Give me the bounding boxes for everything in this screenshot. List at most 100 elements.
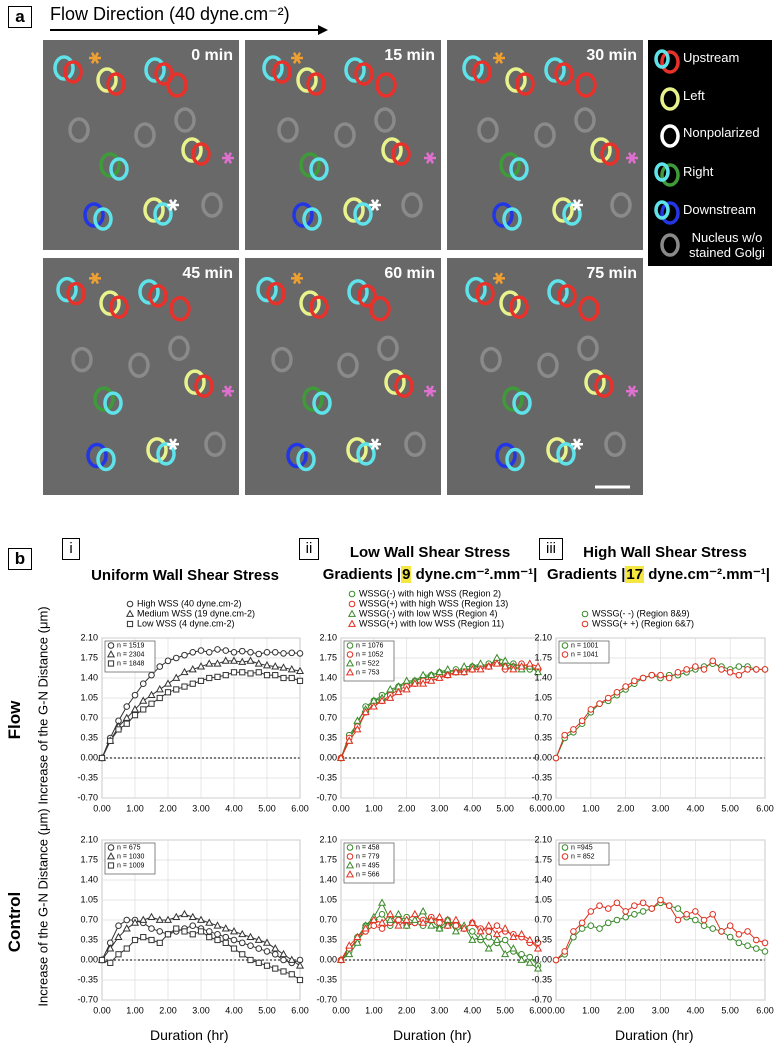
data-point bbox=[419, 918, 428, 926]
x-tick-label: 1.00 bbox=[582, 803, 600, 813]
cell-outline bbox=[181, 137, 203, 163]
column-numeral: i bbox=[62, 538, 80, 560]
cell-outline bbox=[302, 207, 322, 231]
inset-legend-box bbox=[558, 640, 610, 664]
cell-outline bbox=[266, 281, 286, 306]
data-point bbox=[271, 648, 279, 656]
y-axis-label: Increase of the G-N Distance (μm) bbox=[35, 606, 51, 805]
data-point bbox=[271, 944, 280, 952]
data-point bbox=[451, 915, 460, 923]
y-tick-label: -0.35 bbox=[316, 772, 337, 782]
frame-time: 30 min bbox=[586, 47, 637, 64]
asterisk bbox=[90, 52, 100, 64]
data-point bbox=[205, 659, 214, 667]
legend-icon bbox=[660, 163, 680, 187]
x-axis-label: Duration (hr) bbox=[150, 1027, 229, 1043]
x-tick-label: 6.00 bbox=[529, 803, 547, 813]
x-tick-label: 1.00 bbox=[126, 803, 144, 813]
row-label: Control bbox=[5, 891, 24, 953]
cell-outline bbox=[509, 295, 529, 319]
data-point bbox=[761, 939, 769, 947]
data-point bbox=[726, 922, 734, 930]
data-point bbox=[130, 704, 140, 713]
data-point bbox=[674, 668, 682, 676]
column-subtitle: Gradients |9 dyne.cm⁻².mm⁻¹| bbox=[305, 564, 555, 586]
cell-outline bbox=[546, 437, 568, 463]
data-point bbox=[147, 690, 156, 699]
cell-outline bbox=[272, 60, 292, 84]
y-tick-label: 0.35 bbox=[80, 934, 98, 944]
legend-icon bbox=[660, 124, 680, 148]
cell-outline bbox=[204, 431, 226, 457]
legend-icon bbox=[660, 233, 680, 257]
data-point bbox=[665, 674, 673, 682]
data-point bbox=[492, 929, 502, 938]
data-point bbox=[189, 648, 197, 656]
data-point bbox=[525, 935, 534, 943]
data-point bbox=[386, 909, 395, 918]
data-point bbox=[229, 926, 239, 935]
y-tick-label: 1.40 bbox=[534, 874, 552, 884]
cell-outline bbox=[472, 60, 492, 84]
data-point bbox=[163, 915, 173, 923]
data-point bbox=[238, 929, 247, 938]
data-point bbox=[295, 961, 305, 969]
cell-outline bbox=[502, 386, 524, 412]
legend-label: Downstream bbox=[683, 202, 756, 217]
data-point bbox=[131, 691, 139, 699]
cell-outline bbox=[286, 442, 308, 469]
y-tick-label: -0.35 bbox=[316, 974, 337, 984]
cell-outline bbox=[56, 276, 78, 303]
data-point bbox=[622, 683, 629, 690]
inset-legend-label: n = 1076 bbox=[356, 642, 384, 649]
data-point bbox=[280, 968, 287, 975]
cell-outline bbox=[346, 437, 368, 463]
chart: -0.70 -0.35 0.00 0.35 0.70 1.05 1.40 1.75 2.10 0.… bbox=[531, 608, 773, 813]
inset-legend-label: n = 1009 bbox=[117, 862, 145, 869]
cell-outline bbox=[574, 107, 596, 133]
inset-legend-label: n = 566 bbox=[356, 871, 380, 878]
subtitle-text: Gradients | bbox=[322, 566, 402, 583]
data-point bbox=[115, 922, 122, 930]
inset-legend-label: n = 675 bbox=[117, 844, 141, 851]
cell-outline bbox=[344, 57, 366, 83]
data-point bbox=[181, 651, 188, 659]
x-tick-label: 5.00 bbox=[496, 1005, 514, 1015]
data-point bbox=[517, 955, 526, 963]
data-point bbox=[377, 696, 387, 704]
x-tick-label: 3.00 bbox=[192, 1005, 210, 1015]
x-tick-label: 4.00 bbox=[225, 803, 243, 813]
data-point bbox=[130, 918, 140, 926]
data-point bbox=[288, 674, 295, 682]
data-point bbox=[386, 915, 395, 923]
flow-direction: Flow Direction (40 dyne.cm⁻²) bbox=[50, 4, 290, 24]
data-point bbox=[139, 680, 147, 688]
legend-label: WSSG(-) with high WSS (Region 2) bbox=[359, 588, 501, 598]
data-point bbox=[164, 689, 172, 696]
y-tick-label: 1.05 bbox=[534, 692, 552, 702]
data-point bbox=[509, 932, 518, 941]
data-point bbox=[189, 931, 196, 938]
inset-legend-marker bbox=[107, 642, 115, 649]
data-point bbox=[147, 912, 156, 921]
legend-marker bbox=[125, 609, 135, 617]
y-tick-label: 1.05 bbox=[534, 894, 552, 904]
data-point bbox=[214, 936, 221, 944]
legend-box bbox=[648, 40, 772, 266]
data-point bbox=[263, 962, 271, 969]
cell-outline bbox=[148, 284, 168, 308]
data-point bbox=[570, 928, 577, 935]
asterisk bbox=[223, 385, 233, 397]
data-point bbox=[197, 677, 205, 684]
cell-outline bbox=[356, 442, 376, 466]
cell-outline bbox=[309, 157, 329, 181]
data-point bbox=[369, 702, 378, 710]
column-numeral: ii bbox=[299, 538, 319, 560]
data-point bbox=[735, 671, 743, 679]
data-point bbox=[700, 666, 708, 673]
data-point bbox=[296, 650, 304, 657]
x-tick-label: 6.00 bbox=[756, 803, 774, 813]
data-point bbox=[336, 955, 346, 963]
cell-outline bbox=[502, 207, 522, 231]
cell-outline bbox=[166, 72, 188, 98]
